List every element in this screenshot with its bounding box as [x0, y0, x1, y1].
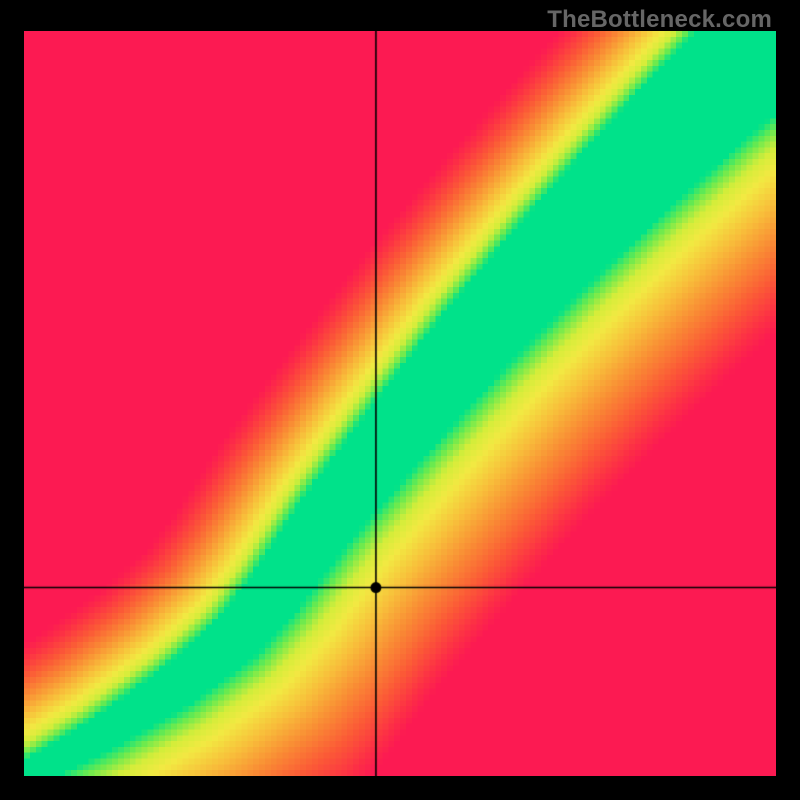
chart-container: TheBottleneck.com — [0, 0, 800, 800]
crosshair-overlay — [24, 31, 776, 776]
watermark-text: TheBottleneck.com — [547, 6, 772, 34]
